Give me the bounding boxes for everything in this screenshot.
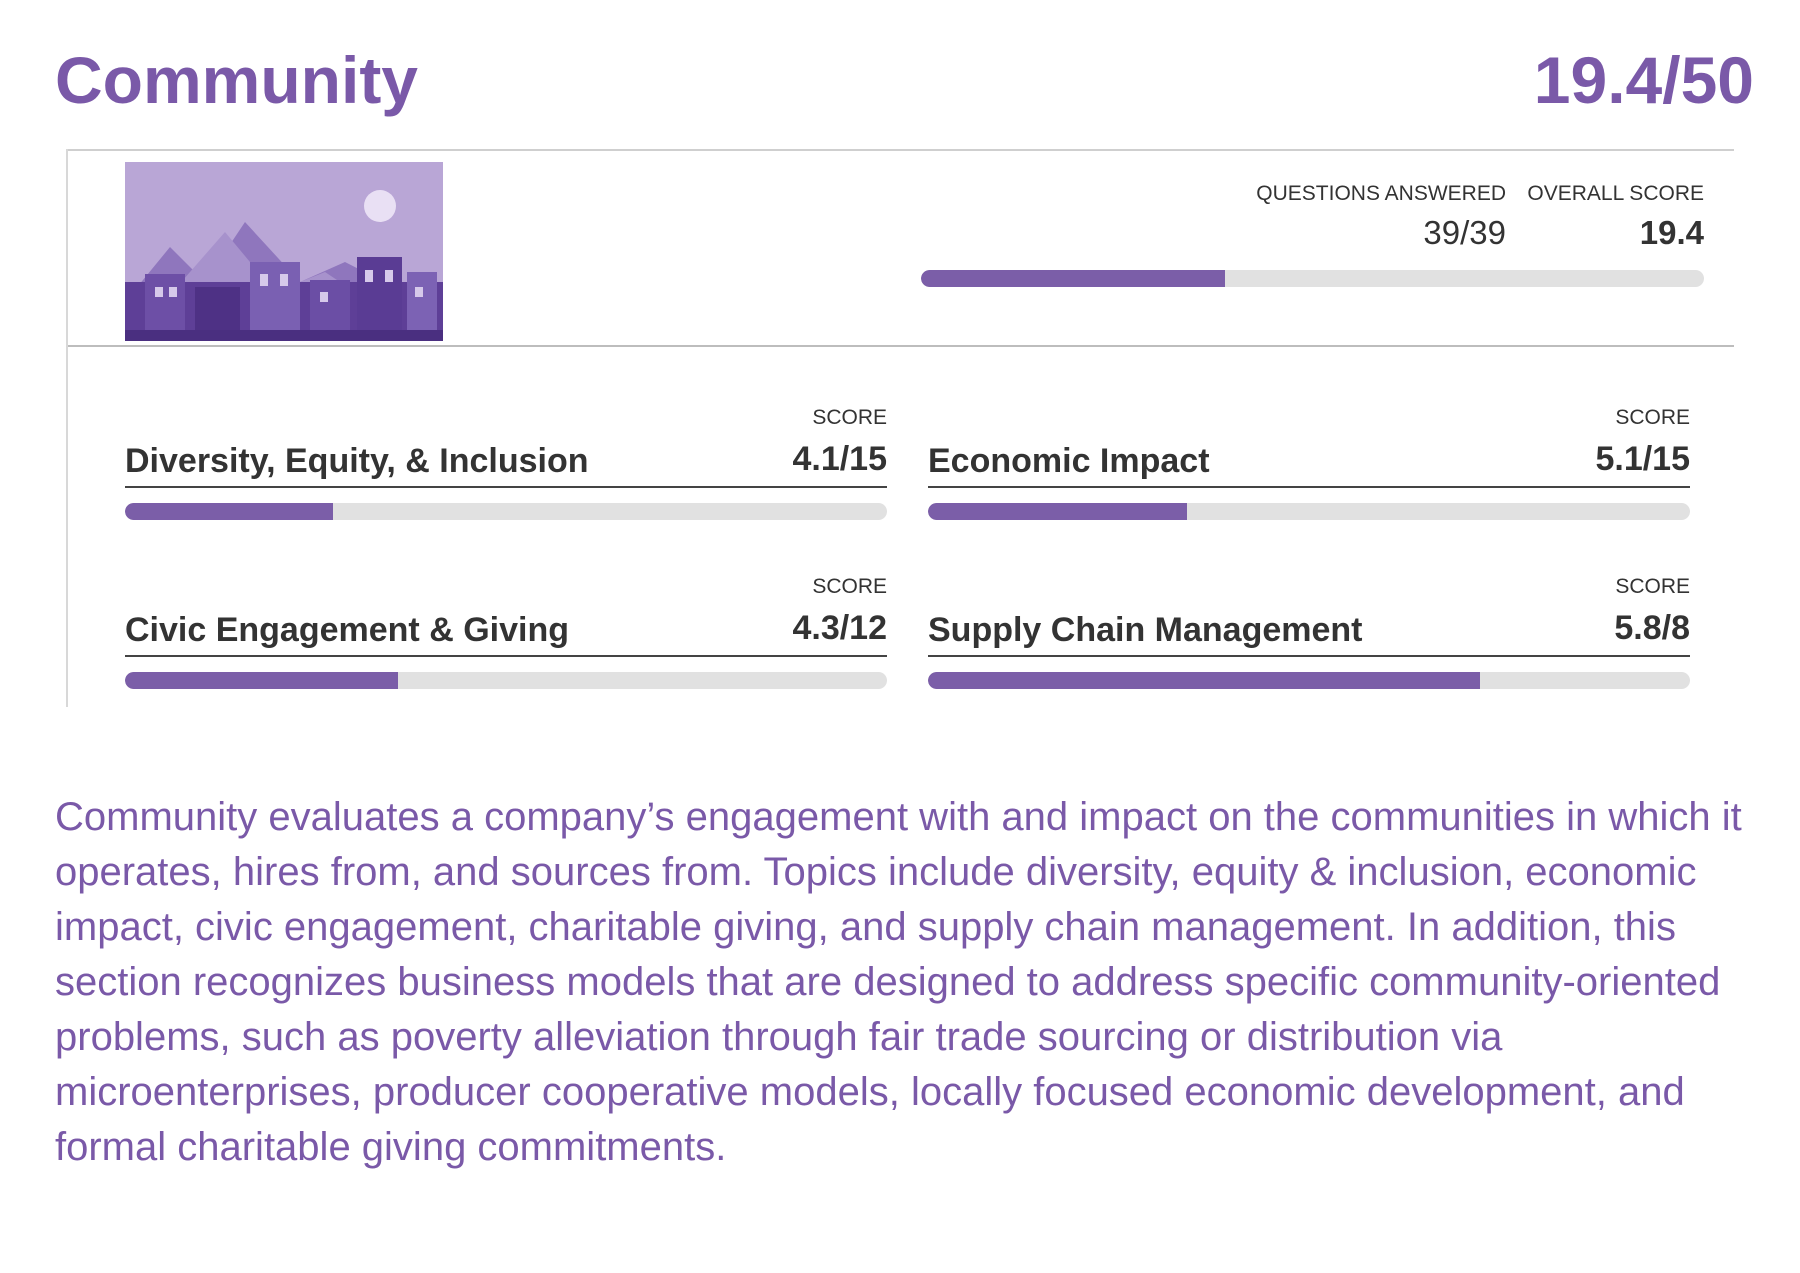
category: SCORE Economic Impact 5.1/15 (928, 406, 1690, 546)
category-score: 4.3/12 (792, 609, 887, 647)
category: SCORE Civic Engagement & Giving 4.3/12 (125, 575, 887, 715)
category-name: Economic Impact (928, 442, 1210, 480)
category: SCORE Supply Chain Management 5.8/8 (928, 575, 1690, 715)
category-name: Supply Chain Management (928, 611, 1363, 649)
progress-track (125, 672, 887, 689)
progress-track (928, 672, 1690, 689)
illustration (125, 162, 443, 341)
category-score: 5.8/8 (1614, 609, 1690, 647)
section-total: 19.4/50 (1533, 43, 1754, 117)
score-label: SCORE (812, 406, 887, 429)
progress-fill (928, 503, 1188, 520)
card-divider (67, 345, 1734, 347)
stat-value: 19.4 (1639, 214, 1704, 251)
stat-value: 39/39 (1423, 214, 1506, 251)
category-name: Civic Engagement & Giving (125, 611, 569, 649)
progress-track (125, 503, 887, 520)
category-score: 5.1/15 (1595, 440, 1690, 478)
underline (928, 486, 1690, 488)
progress-fill (921, 270, 1225, 287)
progress-fill (125, 503, 334, 520)
category-score: 4.1/15 (792, 440, 887, 478)
underline (125, 486, 887, 488)
progress-track (921, 270, 1704, 287)
description: Community evaluates a company’s engageme… (55, 795, 1742, 1169)
underline (928, 655, 1690, 657)
card-top-line (67, 149, 1734, 151)
stat-label: OVERALL SCORE (1527, 182, 1704, 205)
progress-track (928, 503, 1690, 520)
card-left-line (66, 149, 68, 707)
progress-fill (928, 672, 1481, 689)
category: SCORE Diversity, Equity, & Inclusion 4.1/1… (125, 406, 887, 546)
score-label: SCORE (1615, 406, 1690, 429)
stat-label: QUESTIONS ANSWERED (1256, 182, 1506, 205)
progress-fill (125, 672, 399, 689)
section-title: Community (55, 43, 418, 117)
score-label: SCORE (812, 575, 887, 598)
underline (125, 655, 887, 657)
category-name: Diversity, Equity, & Inclusion (125, 442, 589, 480)
score-label: SCORE (1615, 575, 1690, 598)
